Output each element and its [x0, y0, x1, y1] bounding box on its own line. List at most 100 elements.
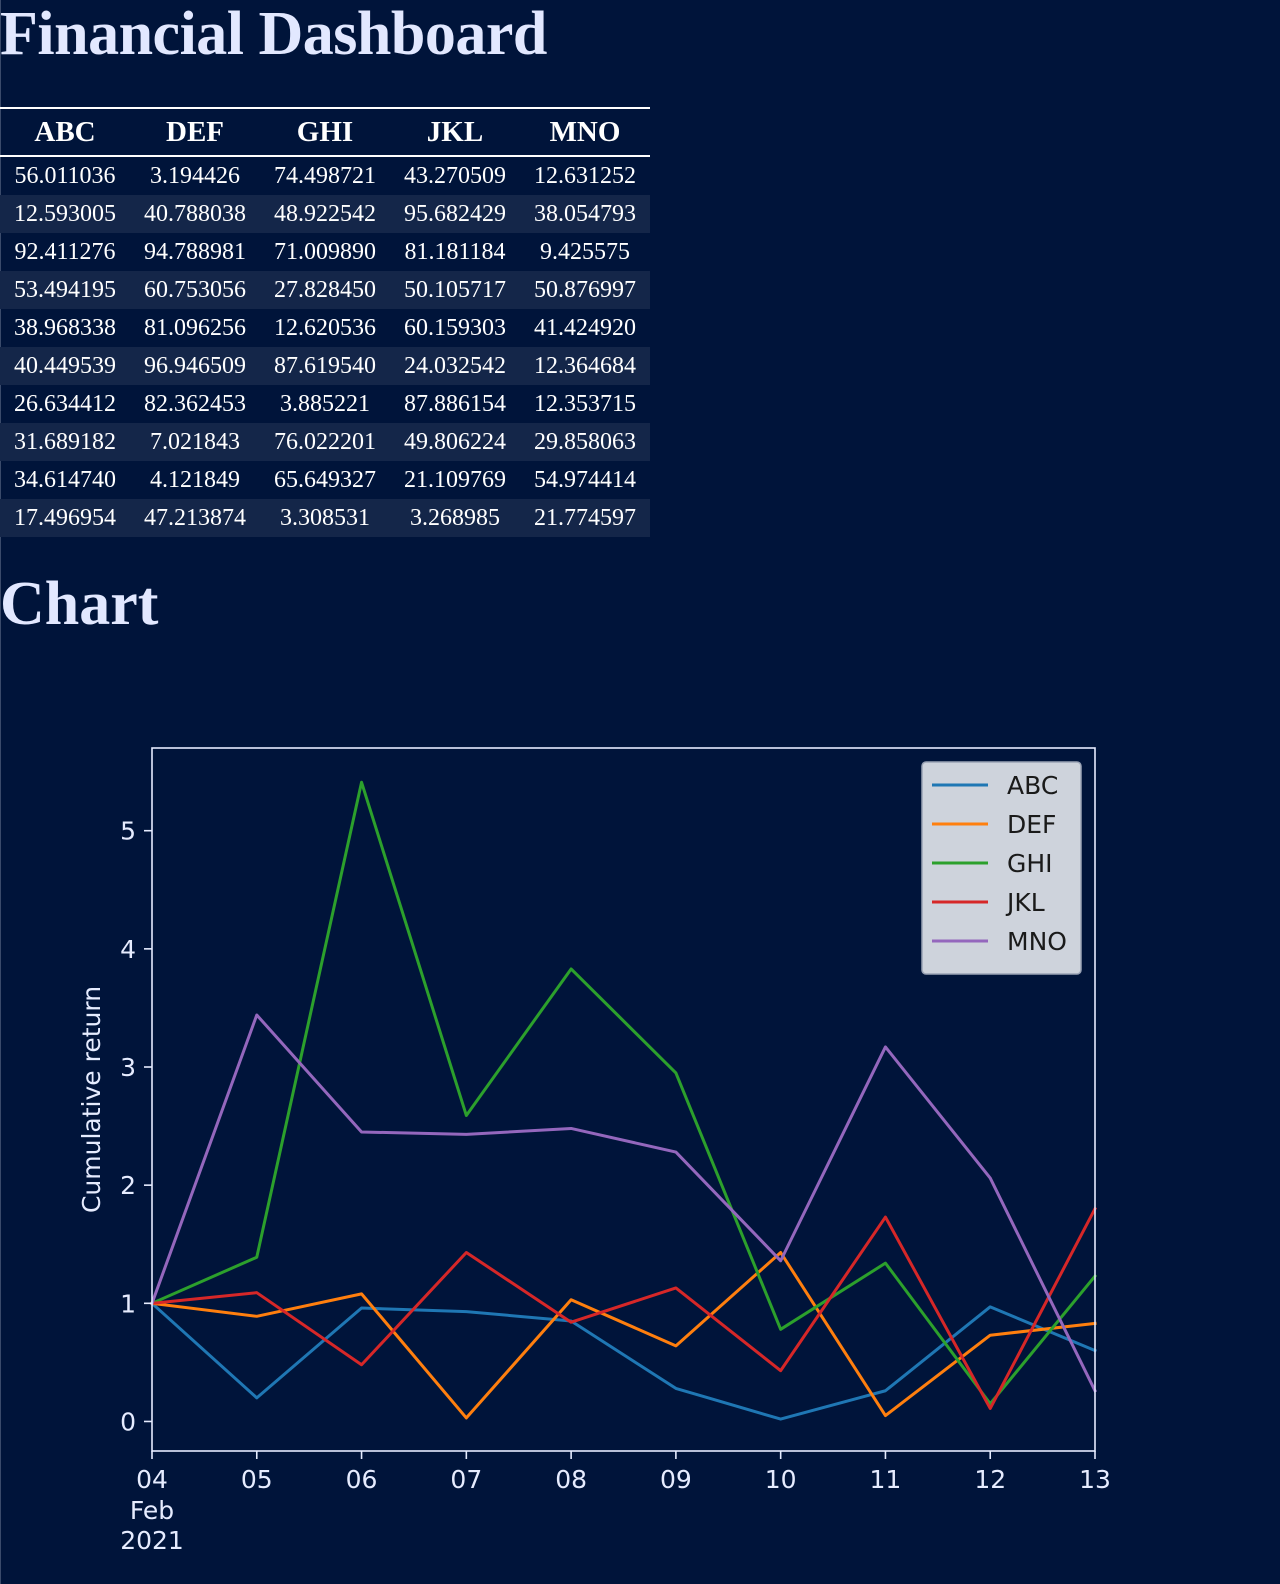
- table-cell: 40.788038: [130, 195, 260, 233]
- table-cell: 3.885221: [280, 390, 370, 417]
- table-row: 40.449539 96.946509 87.619540 24.032542 …: [0, 347, 650, 385]
- x-tick-sublabel: 2021: [120, 1526, 184, 1555]
- table-row: 31.689182 7.021843 76.022201 49.806224 2…: [0, 423, 650, 461]
- table-cell: 74.498721: [274, 162, 376, 189]
- x-tick-label: 12: [974, 1465, 1006, 1494]
- data-table: ABC DEF GHI JKL MNO 56.011036 3.194426 7…: [0, 107, 650, 537]
- table-cell: 43.270509: [404, 162, 506, 189]
- table-cell: 60.159303: [404, 314, 506, 341]
- table-cell: 34.614740: [14, 466, 116, 493]
- table-cell: 48.922542: [260, 195, 390, 233]
- table-cell: 50.105717: [390, 271, 520, 309]
- page-title: Financial Dashboard: [0, 0, 547, 68]
- table-cell: 71.009890: [274, 238, 376, 265]
- table-cell: 31.689182: [0, 423, 130, 461]
- table-cell: 41.424920: [534, 314, 636, 341]
- column-header-mno: MNO: [520, 107, 650, 157]
- table-cell: 3.268985: [390, 499, 520, 537]
- table-cell: 29.858063: [520, 423, 650, 461]
- table-cell: 92.411276: [14, 238, 116, 265]
- table-cell: 21.109769: [404, 466, 506, 493]
- table-cell: 87.886154: [404, 390, 506, 417]
- x-tick-label: 07: [450, 1465, 482, 1494]
- table-cell: 47.213874: [130, 499, 260, 537]
- legend-box: [921, 761, 1082, 975]
- table-cell: 49.806224: [390, 423, 520, 461]
- series-line-abc: [149, 1301, 1097, 1421]
- series-line-jkl: [150, 1206, 1098, 1410]
- table-cell: 38.054793: [520, 195, 650, 233]
- table-cell: 81.181184: [404, 238, 506, 265]
- x-tick-label: 13: [1079, 1465, 1111, 1494]
- x-tick-label: 04: [136, 1465, 168, 1494]
- table-row: 53.494195 60.753056 27.828450 50.105717 …: [0, 271, 650, 309]
- table-cell: 56.011036: [14, 162, 116, 189]
- page-left-border: [0, 0, 1, 1584]
- table-header-row: ABC DEF GHI JKL MNO: [0, 107, 650, 157]
- table-row: 34.614740 4.121849 65.649327 21.109769 5…: [0, 461, 650, 499]
- table-cell: 81.096256: [144, 314, 246, 341]
- y-tick-label: 0: [120, 1407, 136, 1436]
- table-cell: 3.308531: [260, 499, 390, 537]
- table-cell: 24.032542: [390, 347, 520, 385]
- legend-label-mno: MNO: [1007, 927, 1067, 956]
- table-cell: 60.753056: [130, 271, 260, 309]
- plot-frame: [151, 747, 1096, 1452]
- table-cell: 12.620536: [274, 314, 376, 341]
- y-tick-label: 2: [120, 1171, 136, 1200]
- table-cell: 3.194426: [150, 162, 240, 189]
- y-tick-label: 3: [120, 1053, 136, 1082]
- table-cell: 38.968338: [14, 314, 116, 341]
- y-tick-label: 5: [120, 817, 136, 846]
- table-cell: 12.364684: [520, 347, 650, 385]
- table-cell: 17.496954: [0, 499, 130, 537]
- series-line-ghi: [150, 780, 1098, 1406]
- x-tick-label: 11: [870, 1465, 902, 1494]
- legend-label-ghi: GHI: [1007, 849, 1053, 878]
- y-axis-label: Cumulative return: [77, 986, 106, 1213]
- table-cell: 12.593005: [0, 195, 130, 233]
- series-line-def: [150, 1251, 1097, 1420]
- x-tick-label: 09: [660, 1465, 692, 1494]
- table-cell: 12.631252: [534, 162, 636, 189]
- table-row: 12.593005 40.788038 48.922542 95.682429 …: [0, 195, 650, 233]
- table-row: 26.634412 82.362453 3.885221 87.886154 1…: [0, 385, 650, 423]
- table-cell: 9.425575: [540, 238, 630, 265]
- legend-label-def: DEF: [1007, 810, 1056, 839]
- table-row: 56.011036 3.194426 74.498721 43.270509 1…: [0, 156, 650, 195]
- column-header-def: DEF: [130, 107, 260, 157]
- table-cell: 26.634412: [14, 390, 116, 417]
- table-cell: 76.022201: [260, 423, 390, 461]
- column-header-jkl: JKL: [390, 107, 520, 157]
- table-cell: 96.946509: [130, 347, 260, 385]
- table-cell: 4.121849: [150, 466, 240, 493]
- x-tick-label: 08: [555, 1465, 587, 1494]
- table-cell: 87.619540: [260, 347, 390, 385]
- x-tick-label: 10: [765, 1465, 797, 1494]
- table-row: 17.496954 47.213874 3.308531 3.268985 21…: [0, 499, 650, 537]
- y-tick-label: 4: [120, 935, 136, 964]
- table-cell: 12.353715: [534, 390, 636, 417]
- table-row: 38.968338 81.096256 12.620536 60.159303 …: [0, 309, 650, 347]
- legend-label-jkl: JKL: [1005, 888, 1045, 917]
- table-cell: 53.494195: [0, 271, 130, 309]
- table-cell: 54.974414: [534, 466, 636, 493]
- x-tick-sublabel: Feb: [130, 1496, 174, 1525]
- x-tick-label: 06: [346, 1465, 378, 1494]
- legend-label-abc: ABC: [1007, 771, 1058, 800]
- table-cell: 65.649327: [274, 466, 376, 493]
- table-cell: 27.828450: [260, 271, 390, 309]
- table-cell: 40.449539: [0, 347, 130, 385]
- column-header-ghi: GHI: [260, 107, 390, 157]
- table-cell: 94.788981: [144, 238, 246, 265]
- table-cell: 50.876997: [520, 271, 650, 309]
- table-row: 92.411276 94.788981 71.009890 81.181184 …: [0, 233, 650, 271]
- chart-heading: Chart: [0, 570, 159, 638]
- table-cell: 7.021843: [130, 423, 260, 461]
- table-cell: 21.774597: [520, 499, 650, 537]
- table-cell: 95.682429: [390, 195, 520, 233]
- column-header-abc: ABC: [0, 107, 130, 157]
- series-line-mno: [150, 1013, 1098, 1393]
- table-cell: 82.362453: [144, 390, 246, 417]
